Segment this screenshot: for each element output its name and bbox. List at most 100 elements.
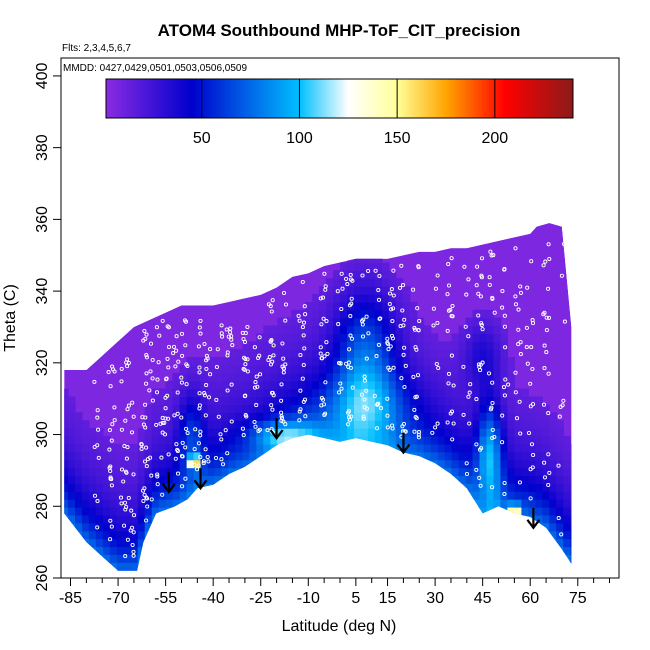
field-cell [172,562,181,571]
sample-point [433,425,438,430]
field-cell [81,420,90,429]
sample-point [474,467,479,472]
field-cell [130,522,139,532]
field-cell [333,349,341,358]
field-cell [340,514,348,524]
field-cell [102,562,111,571]
field-cell [270,530,278,540]
sample-point [361,416,366,421]
field-cell [556,570,564,571]
field-cell [333,372,341,382]
field-cell [430,530,439,540]
field-cell [444,483,453,492]
field-cell [367,554,376,563]
field-cell [416,380,425,390]
field-cell [381,262,390,271]
field-cell [312,388,320,398]
field-cell [81,451,90,461]
field-cell [326,325,334,334]
field-cell [528,546,536,555]
field-cell [326,294,334,303]
field-cell [214,562,223,571]
sample-point [479,322,484,328]
field-cell [298,412,306,421]
field-cell [388,475,397,484]
field-cell [437,538,446,548]
sample-point [387,291,393,296]
sample-point [490,427,495,432]
field-cell [388,538,397,548]
field-cell [340,278,348,287]
field-cell [542,443,550,453]
field-cell [354,349,362,358]
sample-point [542,475,548,480]
field-cell [388,317,397,327]
field-cell [514,475,522,484]
field-cell [312,530,320,540]
field-cell [381,325,390,334]
field-cell [207,554,216,563]
field-cell [486,396,495,405]
sample-point [142,328,147,334]
field-cell [193,554,202,563]
sample-point [219,331,224,336]
sample-point [542,343,547,348]
field-cell [354,514,362,524]
field-cell [360,451,369,461]
field-cell [291,530,299,540]
field-cell [409,357,418,366]
field-cell [75,459,83,469]
field-cell [88,507,97,516]
field-cell [144,554,153,563]
field-cell [235,357,243,366]
field-cell [95,475,104,484]
field-cell [207,514,216,524]
field-cell [75,538,83,548]
sample-point [378,406,384,411]
field-cell [388,467,397,476]
field-cell [284,380,292,390]
field-cell [528,467,536,476]
field-cell [381,530,390,540]
field-cell [207,451,216,461]
sample-point [296,313,301,318]
field-cell [75,483,83,492]
sample-point [528,404,533,409]
field-cell [340,412,348,421]
field-cell [374,325,383,334]
field-cell [374,554,383,563]
field-cell [158,459,167,469]
field-cell [242,538,250,548]
field-cell [360,499,369,508]
field-cell [130,467,139,476]
field-cell [367,530,376,540]
field-cell [319,538,327,548]
field-cell [221,522,229,532]
field-cell [95,546,104,555]
field-cell [88,459,97,469]
sample-point [183,445,188,450]
field-cell [437,483,446,492]
sample-point [130,542,135,548]
sample-point [461,412,466,417]
field-cell [549,507,557,516]
sample-point [173,364,178,369]
field-cell [347,459,355,469]
field-cell [535,499,543,508]
field-cell [486,538,495,548]
field-cell [102,491,111,500]
field-cell [186,522,195,532]
field-cell [200,562,209,571]
field-cell [95,428,104,437]
field-cell [570,499,572,508]
field-cell [514,451,522,461]
field-cell [416,388,425,398]
field-cell [416,522,425,532]
field-cell [535,491,543,500]
field-cell [319,570,327,571]
field-cell [354,436,362,445]
field-cell [549,570,557,571]
field-cell [144,436,153,445]
field-cell [263,570,271,571]
field-cell [319,483,327,492]
